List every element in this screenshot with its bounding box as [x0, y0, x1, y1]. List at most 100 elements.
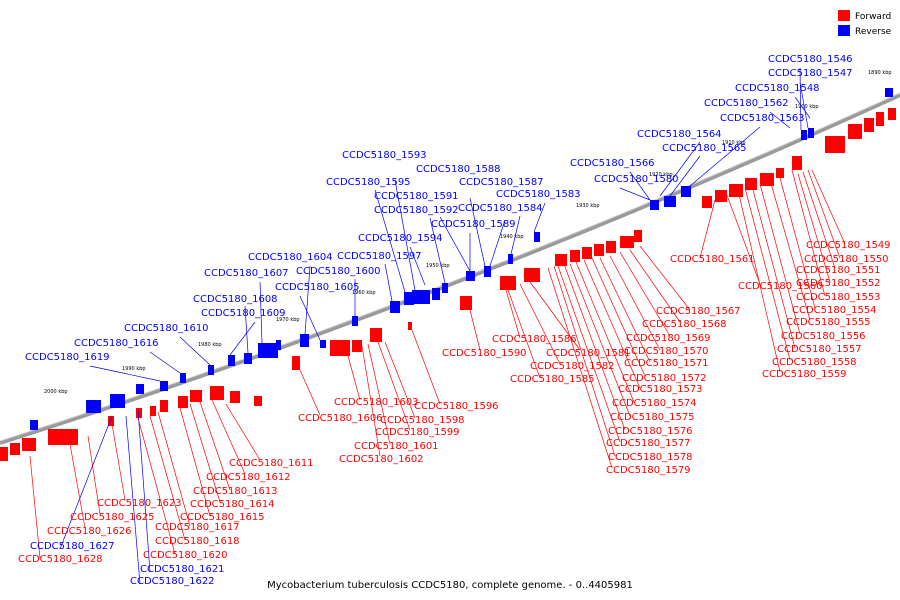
forward-gene [150, 406, 156, 416]
forward-gene-label: CCDC5180_1625 [70, 512, 155, 523]
reverse-gene [412, 290, 430, 304]
forward-leader-line [519, 283, 561, 365]
reverse-gene-label: CCDC5180_1595 [326, 177, 411, 188]
forward-gene-label: CCDC5180_1579 [606, 465, 691, 476]
reverse-gene-label: CCDC5180_1604 [248, 252, 333, 263]
forward-leader-line [29, 455, 41, 559]
forward-leader-line [384, 341, 416, 419]
forward-gene [22, 438, 36, 451]
reverse-leader-line [689, 126, 761, 187]
forward-gene-label: CCDC5180_1585 [510, 374, 595, 385]
reverse-gene [484, 266, 491, 277]
tick-label: 1940 kbp [500, 234, 524, 240]
reverse-leader-line [137, 409, 151, 573]
forward-gene-label: CCDC5180_1569 [626, 333, 711, 344]
reverse-gene-label: CCDC5180_1622 [130, 576, 215, 587]
reverse-leader-line [489, 219, 506, 267]
forward-gene [160, 400, 168, 412]
forward-gene-label: CCDC5180_1611 [229, 458, 314, 469]
forward-gene [876, 112, 884, 126]
forward-leader-line [802, 171, 836, 269]
reverse-gene [160, 381, 168, 391]
reverse-leader-line [244, 305, 249, 354]
reverse-leader-line [229, 321, 256, 356]
forward-leader-line [299, 369, 321, 416]
forward-leader-line [87, 435, 101, 515]
legend-reverse-label: Reverse [855, 27, 892, 37]
reverse-gene-label: CCDC5180_1621 [140, 564, 225, 575]
forward-leader-line [811, 169, 846, 245]
forward-gene [230, 391, 240, 403]
reverse-gene-label: CCDC5180_1627 [30, 541, 115, 552]
reverse-gene-label: CCDC5180_1584 [458, 203, 543, 214]
reverse-gene-label: CCDC5180_1565 [662, 143, 747, 154]
reverse-gene [352, 316, 358, 326]
reverse-leader-line [429, 217, 446, 284]
reverse-leader-line [299, 295, 321, 341]
reverse-leader-line [149, 351, 181, 374]
forward-gene [500, 276, 516, 290]
tick-label: 1920 kbp [649, 172, 673, 178]
forward-gene-label: CCDC5180_1617 [155, 522, 240, 533]
forward-gene [848, 124, 862, 139]
forward-gene [702, 196, 712, 208]
forward-leader-line [211, 399, 246, 475]
reverse-leader-line [794, 96, 811, 119]
forward-gene-label: CCDC5180_1599 [375, 427, 460, 438]
reverse-gene-label: CCDC5180_1600 [296, 266, 381, 277]
forward-leader-line [797, 173, 831, 283]
reverse-leader-line [89, 365, 161, 382]
reverse-gene-label: CCDC5180_1593 [342, 150, 427, 161]
reverse-gene-label: CCDC5180_1597 [337, 251, 422, 262]
reverse-leader-line [59, 415, 113, 550]
reverse-gene [276, 340, 281, 350]
reverse-gene-label: CCDC5180_1583 [496, 189, 581, 200]
forward-gene-label: CCDC5180_1601 [354, 441, 439, 452]
forward-leader-line [759, 183, 801, 335]
reverse-gene [244, 353, 252, 364]
forward-gene-label: CCDC5180_1571 [624, 358, 709, 369]
forward-gene-label: CCDC5180_1602 [339, 454, 424, 465]
reverse-gene-label: CCDC5180_1592 [374, 205, 459, 216]
forward-gene [570, 250, 580, 262]
reverse-gene-label: CCDC5180_1608 [193, 294, 278, 305]
tick-label: 1980 kbp [198, 342, 222, 348]
legend-forward-swatch [838, 10, 850, 21]
forward-gene-label: CCDC5180_1549 [806, 240, 891, 251]
reverse-gene [110, 394, 125, 408]
reverse-gene [508, 254, 513, 264]
forward-gene-label: CCDC5180_1618 [155, 536, 240, 547]
forward-leader-line [377, 341, 411, 431]
reverse-leader-line [669, 155, 701, 197]
label-lines [29, 67, 846, 585]
forward-leader-line [629, 249, 681, 323]
forward-gene-label: CCDC5180_1581 [546, 348, 631, 359]
forward-leader-line [411, 329, 441, 405]
forward-gene-label: CCDC5180_1577 [606, 438, 691, 449]
forward-leader-line [779, 177, 816, 309]
gene-layer [0, 88, 896, 461]
forward-leader-line [619, 251, 671, 337]
forward-gene [729, 184, 743, 197]
reverse-leader-line [304, 265, 311, 335]
backbone-line [0, 93, 900, 445]
forward-leader-line [361, 345, 381, 457]
forward-leader-line [505, 289, 521, 339]
tick-label: 1950 kbp [426, 263, 450, 269]
forward-gene [634, 230, 642, 242]
legend-forward-label: Forward [855, 12, 891, 22]
tick-label: 1970 kbp [276, 317, 300, 323]
forward-leader-line [137, 417, 176, 555]
forward-gene-label: CCDC5180_1561 [670, 254, 755, 265]
forward-gene [760, 173, 774, 186]
forward-gene-label: CCDC5180_1613 [193, 486, 278, 497]
reverse-gene [885, 88, 893, 97]
forward-gene-label: CCDC5180_1596 [414, 401, 499, 412]
forward-gene [606, 241, 616, 253]
forward-gene-label: CCDC5180_1615 [180, 512, 265, 523]
reverse-leader-line [659, 141, 701, 197]
reverse-gene [404, 292, 414, 305]
forward-leader-line [347, 355, 361, 401]
forward-gene [555, 254, 567, 266]
